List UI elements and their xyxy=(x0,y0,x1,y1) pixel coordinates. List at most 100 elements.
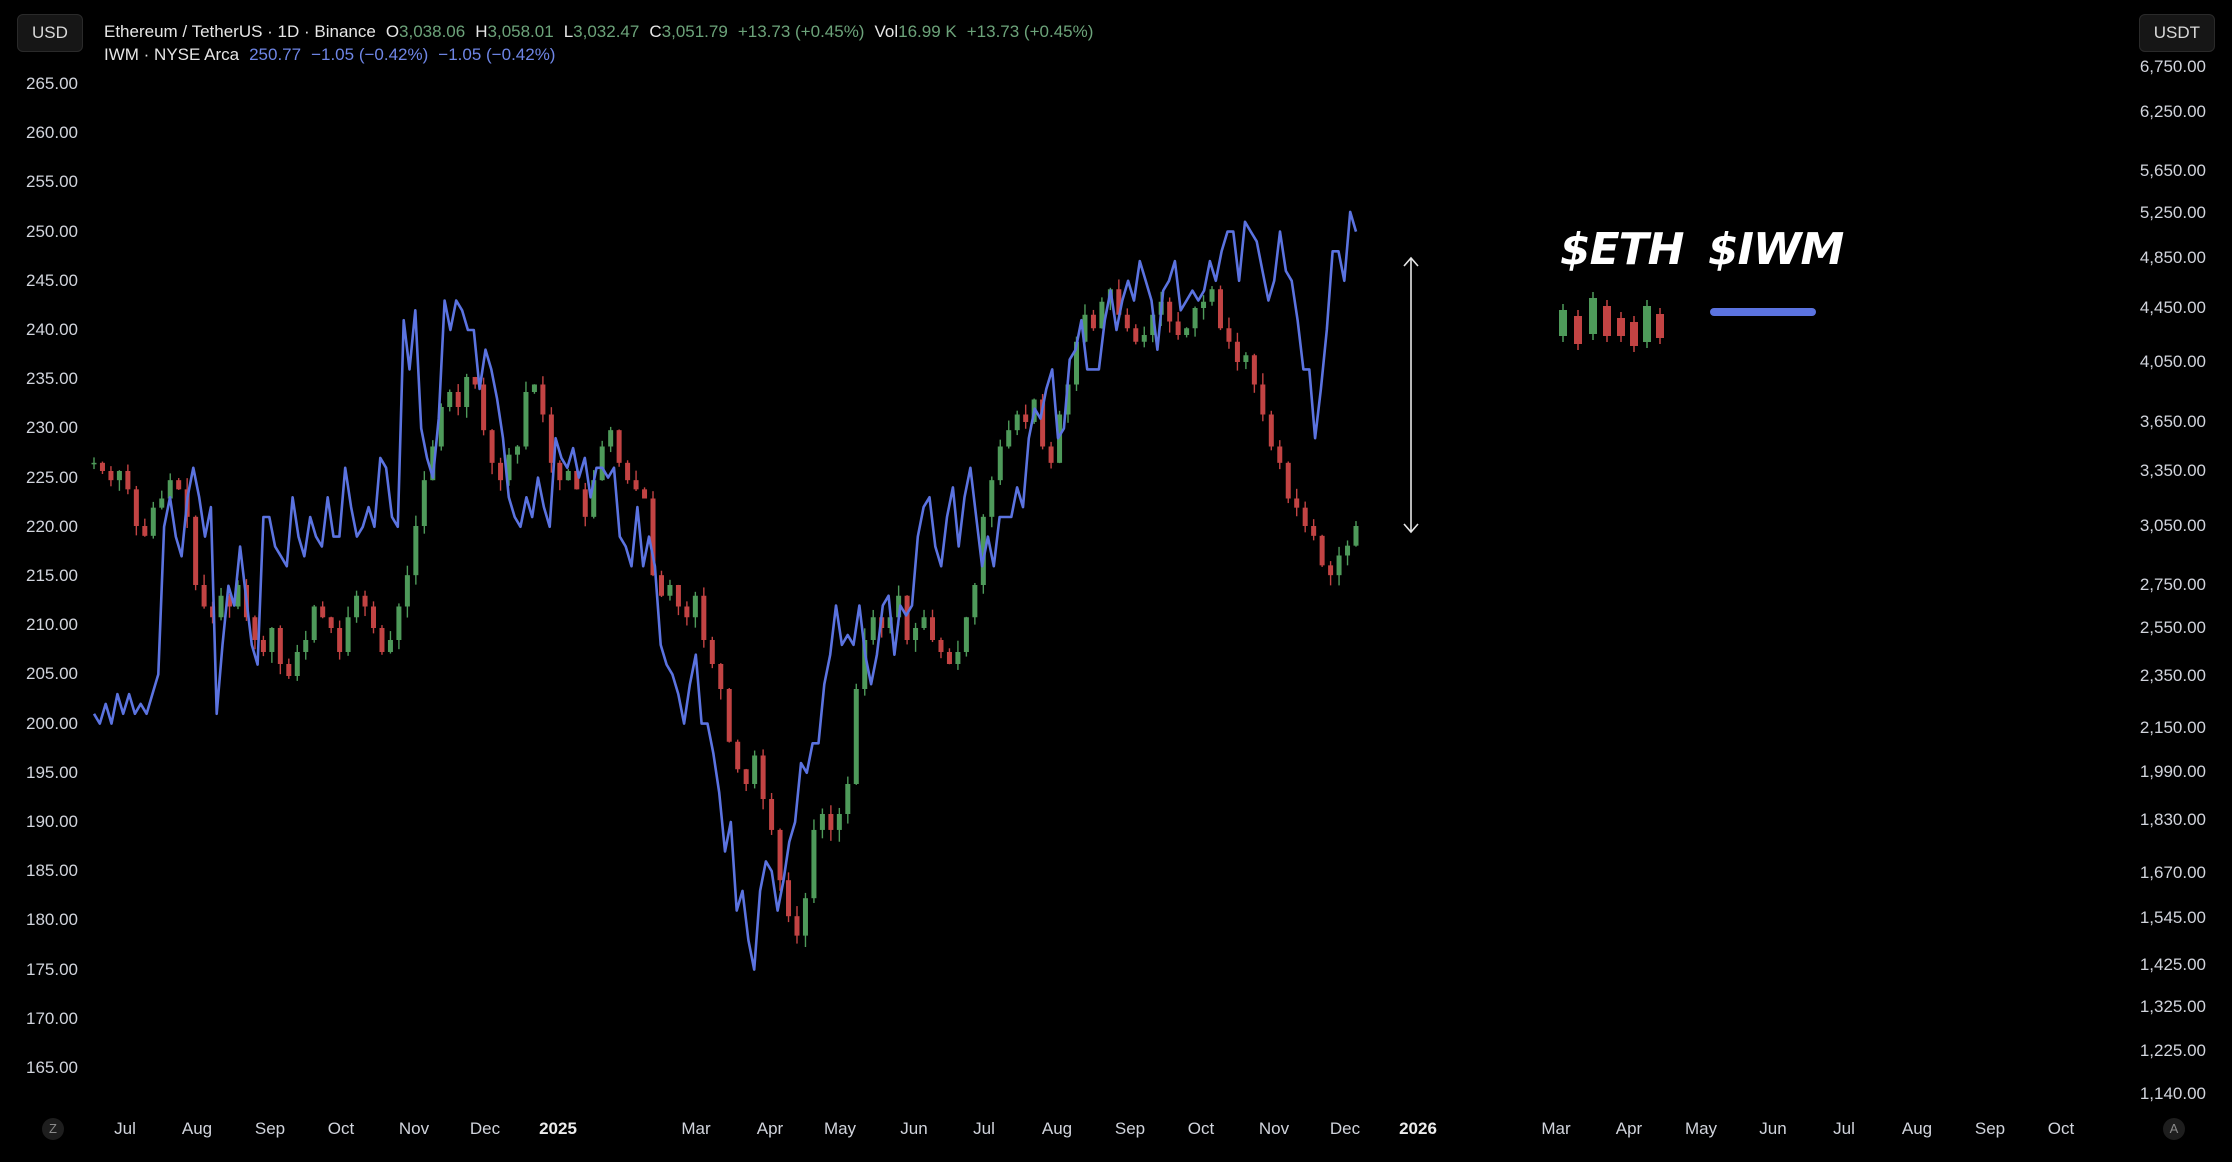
eth-candle xyxy=(980,516,986,585)
eth-candle xyxy=(642,489,648,499)
eth-candle xyxy=(1065,384,1071,415)
time-axis-tick: Oct xyxy=(1187,1119,1215,1138)
iwm-change-2: −1.05 (−0.42%) xyxy=(438,45,556,64)
low-value: 3,032.47 xyxy=(573,22,640,41)
eth-candle xyxy=(328,617,334,628)
eth-candle xyxy=(853,689,859,784)
right-axis-tick: 1,545.00 xyxy=(2139,908,2206,927)
eth-candle xyxy=(193,516,199,585)
eth-candle xyxy=(1192,308,1198,329)
currency-selector-left[interactable]: USD xyxy=(17,14,83,52)
eth-candle xyxy=(201,585,207,607)
eth-candle xyxy=(1141,335,1147,342)
eth-candle xyxy=(150,507,156,536)
eth-candle xyxy=(786,880,792,917)
time-axis-tick: Dec xyxy=(469,1119,501,1138)
eth-candle xyxy=(371,606,377,628)
time-axis-tick: Dec xyxy=(1329,1119,1361,1138)
eth-candle xyxy=(608,430,614,447)
eth-candle xyxy=(1319,535,1325,566)
left-axis-tick: 175.00 xyxy=(26,959,78,979)
time-axis-tick: Jul xyxy=(1833,1119,1855,1138)
auto-scale-button[interactable]: A xyxy=(2163,1118,2185,1140)
iwm-legend: IWM · NYSE Arca 250.77 −1.05 (−0.42%) −1.05… xyxy=(104,45,565,65)
high-value: 3,058.01 xyxy=(487,22,554,41)
eth-candle xyxy=(735,741,741,770)
time-axis-tick: Jul xyxy=(114,1119,136,1138)
eth-candle xyxy=(794,916,800,936)
eth-candle xyxy=(896,595,902,618)
eth-candle xyxy=(1184,328,1190,335)
eth-candle xyxy=(625,462,631,481)
left-axis-tick: 185.00 xyxy=(26,861,78,881)
right-axis-tick: 4,450.00 xyxy=(2139,298,2206,317)
left-axis-tick: 190.00 xyxy=(26,812,78,831)
right-axis-tick: 6,250.00 xyxy=(2139,102,2206,121)
eth-candle xyxy=(743,769,749,784)
left-axis-tick: 210.00 xyxy=(26,615,78,635)
right-axis-tick: 2,750.00 xyxy=(2139,575,2206,594)
eth-candle xyxy=(997,446,1003,481)
eth-candle xyxy=(91,462,97,465)
right-axis-tick: 4,050.00 xyxy=(2139,352,2206,371)
eth-candle xyxy=(464,377,470,407)
eth-candle xyxy=(658,575,664,596)
eth-candle xyxy=(447,392,453,407)
eth-candle xyxy=(404,575,410,607)
vol-value: 16.99 K xyxy=(898,22,957,41)
time-axis-tick: Mar xyxy=(1541,1119,1571,1138)
eth-candle xyxy=(260,640,266,652)
eth-candle xyxy=(362,595,368,607)
eth-candle xyxy=(811,829,817,899)
eth-candle xyxy=(311,606,317,640)
eth-candle xyxy=(1090,314,1096,329)
time-axis-tick: Apr xyxy=(1615,1119,1643,1138)
left-axis-tick: 180.00 xyxy=(26,910,78,930)
eth-candle xyxy=(540,384,546,415)
vol-change: +13.73 (+0.45%) xyxy=(966,22,1094,41)
eth-candle xyxy=(913,628,919,640)
right-axis-tick: 3,650.00 xyxy=(2139,412,2206,431)
time-axis-tick: Aug xyxy=(1041,1119,1073,1138)
left-axis-tick: 220.00 xyxy=(26,516,78,536)
iwm-change-1: −1.05 (−0.42%) xyxy=(311,45,429,64)
eth-candle xyxy=(726,689,732,742)
eth-candle xyxy=(701,595,707,640)
right-axis-tick: 2,350.00 xyxy=(2139,666,2206,685)
left-axis-tick: 170.00 xyxy=(26,1008,78,1028)
eth-legend-candle-icon xyxy=(1589,298,1597,334)
eth-candle xyxy=(1209,289,1215,302)
eth-candle xyxy=(303,640,309,652)
eth-candle xyxy=(1311,526,1317,536)
eth-candle xyxy=(777,829,783,881)
eth-candle xyxy=(337,628,343,652)
eth-candle xyxy=(438,407,444,447)
eth-candle xyxy=(862,640,868,689)
right-axis-tick: 1,225.00 xyxy=(2139,1041,2206,1060)
right-axis-tick: 1,990.00 xyxy=(2139,762,2206,781)
eth-candle xyxy=(599,446,605,481)
eth-candle xyxy=(616,430,622,463)
eth-candle xyxy=(565,471,571,481)
left-axis-tick: 250.00 xyxy=(26,221,78,241)
eth-candle xyxy=(870,617,876,640)
eth-candle xyxy=(472,377,478,385)
eth-candle xyxy=(235,585,241,607)
eth-candle xyxy=(108,471,114,481)
eth-candle xyxy=(946,652,952,664)
close-label: C xyxy=(649,22,662,41)
eth-candle xyxy=(667,585,673,596)
eth-candle xyxy=(413,526,419,576)
iwm-symbol[interactable]: IWM · NYSE Arca xyxy=(104,45,240,64)
currency-selector-right[interactable]: USDT xyxy=(2138,14,2215,52)
zoom-reset-button[interactable]: Z xyxy=(42,1118,64,1140)
eth-candle xyxy=(1285,462,1291,499)
eth-legend-candle-icon xyxy=(1656,314,1664,338)
eth-candle xyxy=(481,384,487,431)
eth-candle xyxy=(176,480,182,490)
eth-candle xyxy=(582,489,588,517)
eth-candle xyxy=(972,585,978,618)
eth-candle xyxy=(1099,301,1105,329)
eth-symbol[interactable]: Ethereum / TetherUS · 1D · Binance xyxy=(104,22,376,41)
